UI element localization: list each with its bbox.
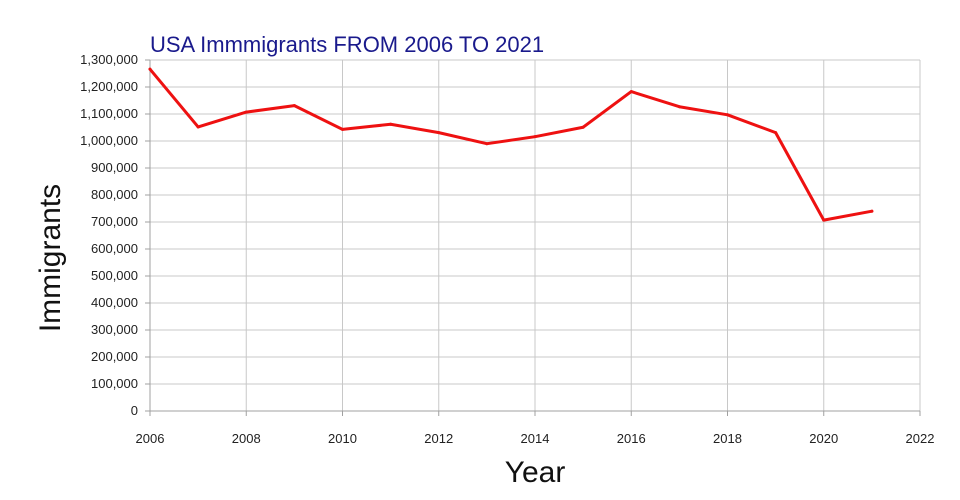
y-tick-label: 200,000	[91, 349, 138, 364]
data-point	[341, 127, 344, 131]
y-tick-label: 1,000,000	[80, 133, 138, 148]
x-tick-label: 2022	[906, 431, 935, 446]
data-point	[148, 67, 152, 71]
y-tick-label: 0	[131, 403, 138, 418]
y-axis-ticks: 0 100,000 200,000 300,000 400,000 500,000 600,…	[80, 52, 138, 418]
y-tick-label: 700,000	[91, 214, 138, 229]
data-point	[726, 113, 729, 117]
series-line-0	[148, 67, 874, 222]
data-point	[533, 135, 537, 139]
x-tick-label: 2020	[809, 431, 838, 446]
data-point	[581, 125, 585, 129]
y-tick-label: 800,000	[91, 187, 138, 202]
chart-grid	[150, 59, 921, 411]
x-axis-ticks: 2006 2008 2010 2012 2014 2016 2018 2020 2022	[136, 431, 935, 446]
y-tick-label: 1,300,000	[80, 52, 138, 67]
x-tick-label: 2012	[424, 431, 453, 446]
x-tick-label: 2010	[328, 431, 357, 446]
data-point	[244, 110, 248, 114]
data-point	[196, 125, 200, 129]
data-point	[870, 209, 874, 213]
data-point	[677, 105, 681, 109]
x-axis-title: Year	[505, 456, 566, 489]
y-tick-label: 100,000	[91, 376, 138, 391]
y-tick-label: 300,000	[91, 322, 138, 337]
y-tick-label: 900,000	[91, 160, 138, 175]
x-tick-label: 2008	[232, 431, 261, 446]
x-tick-label: 2006	[136, 431, 165, 446]
x-tick-label: 2016	[617, 431, 646, 446]
data-point	[292, 104, 296, 108]
data-point	[437, 131, 441, 135]
data-point	[389, 122, 393, 126]
data-point	[485, 142, 489, 146]
chart-axes	[145, 59, 921, 416]
data-point	[629, 90, 633, 94]
data-point	[774, 131, 778, 135]
y-tick-label: 1,100,000	[80, 106, 138, 121]
x-tick-label: 2014	[521, 431, 550, 446]
y-tick-label: 1,200,000	[80, 79, 138, 94]
chart-title: USA Immmigrants FROM 2006 TO 2021	[150, 32, 544, 57]
x-tick-label: 2018	[713, 431, 742, 446]
y-axis-title: Immigrants	[34, 184, 67, 332]
y-tick-label: 600,000	[91, 241, 138, 256]
y-tick-label: 500,000	[91, 268, 138, 283]
chart-series	[148, 67, 874, 222]
data-point	[822, 218, 826, 222]
y-tick-label: 400,000	[91, 295, 138, 310]
